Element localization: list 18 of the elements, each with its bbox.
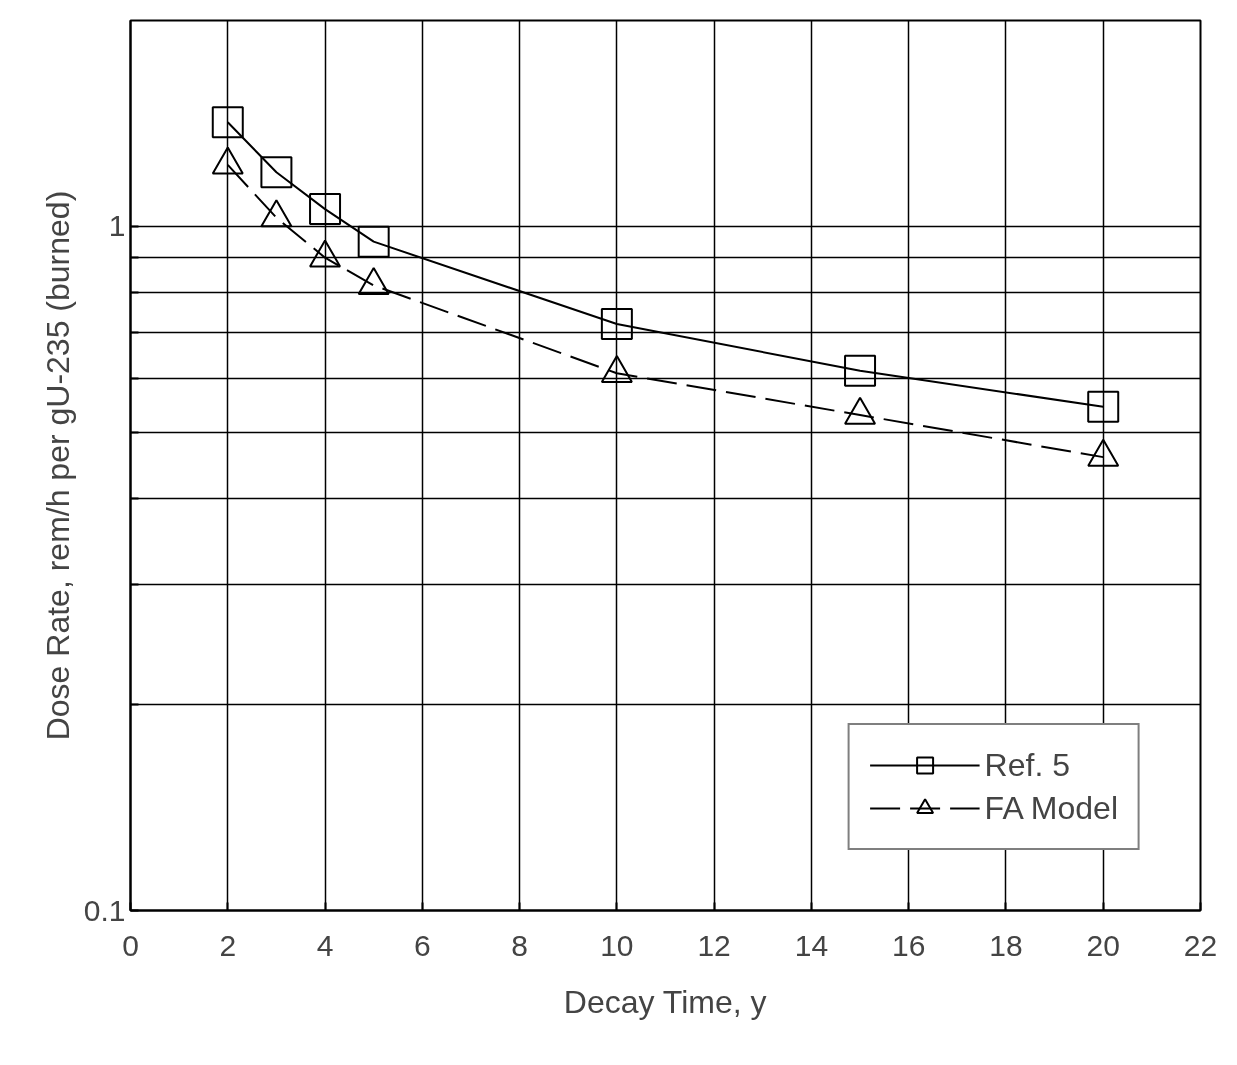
legend-label: Ref. 5: [984, 746, 1070, 784]
x-tick-label: 20: [1086, 928, 1120, 962]
x-axis-title: Decay Time, y: [563, 983, 767, 1020]
x-tick-label: 10: [600, 928, 634, 962]
x-tick-label: 16: [892, 928, 926, 962]
x-tick-label: 0: [122, 928, 139, 962]
y-axis-title: Dose Rate, rem/h per gU-235 (burned): [39, 190, 76, 741]
y-tick-label: 0.1: [83, 893, 126, 927]
y-tick-label: 1: [108, 209, 126, 243]
x-tick-label: 6: [413, 928, 431, 962]
x-tick-label: 2: [219, 928, 237, 962]
x-tick-label: 8: [511, 928, 528, 962]
x-tick-label: 22: [1183, 928, 1218, 962]
x-tick-label: 14: [794, 928, 829, 962]
x-tick-label: 18: [989, 928, 1023, 962]
legend-label: FA Model: [984, 789, 1118, 827]
x-tick-label: 4: [316, 928, 334, 962]
x-tick-label: 12: [697, 928, 731, 962]
